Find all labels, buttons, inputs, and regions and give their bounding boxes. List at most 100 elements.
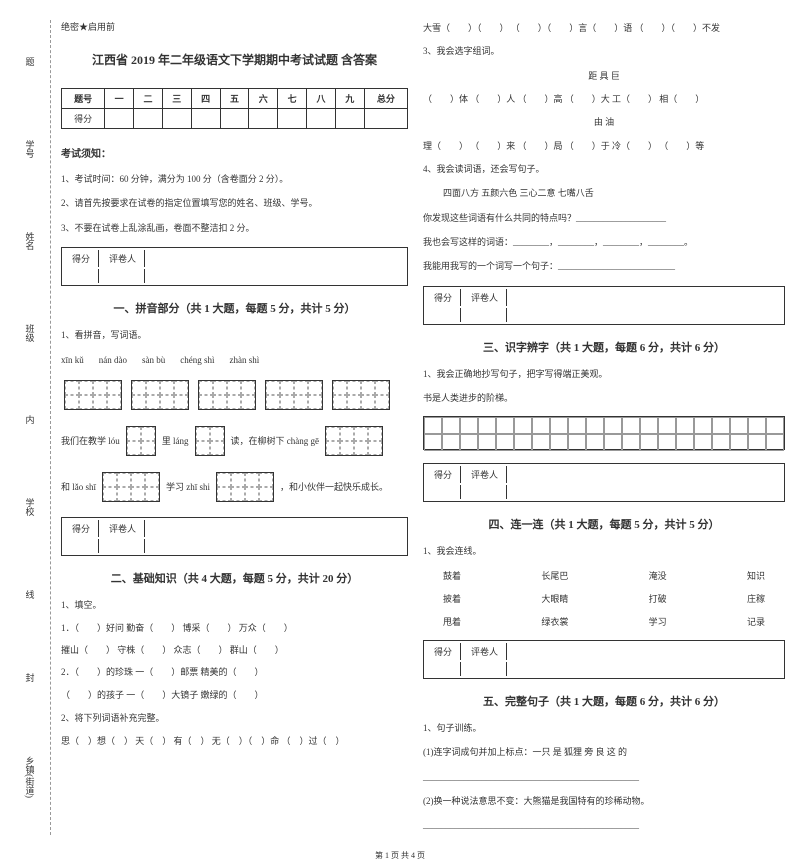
scorer-label: 评卷人	[101, 520, 145, 537]
connect-item: 长尾巴	[541, 569, 568, 582]
q-text: 1、填空。	[61, 598, 408, 612]
connect-item: 鼓着	[443, 569, 461, 582]
content-columns: 绝密★启用前 江西省 2019 年二年级语文下学期期中考试试题 含答案 题号 一…	[61, 20, 785, 835]
connect-row: 甩着 绿衣裳 学习 记录	[423, 615, 785, 628]
score-label: 得分	[64, 250, 99, 267]
sidebar-label: 学校	[24, 490, 37, 524]
fill-line: 大雪（ ）（ ） （ ）（ ）言（ ）语 （ ）（ ）不发	[423, 20, 785, 36]
th: 七	[278, 89, 307, 109]
th: 一	[105, 89, 134, 109]
pinyin: xīn kǔ	[61, 355, 84, 365]
sidebar-label: 姓名	[24, 224, 37, 258]
th: 四	[191, 89, 220, 109]
score-label: 得分	[426, 643, 461, 660]
fill-line: 摧山（ ） 守株（ ） 众志（ ） 群山（ ）	[61, 642, 408, 658]
copy-text: 书是人类进步的阶梯。	[423, 391, 785, 405]
th: 总分	[364, 89, 407, 109]
section-1-title: 一、拼音部分（共 1 大题，每题 5 分，共计 5 分）	[61, 300, 408, 316]
sub-line: (2)换一种说法意思不变：大熊猫是我国特有的珍稀动物。	[423, 794, 785, 808]
connect-item: 知识	[747, 569, 765, 582]
sub-line: ________________________________________…	[423, 770, 785, 784]
section-3-title: 三、识字辨字（共 1 大题，每题 6 分，共计 6 分）	[423, 339, 785, 355]
scorer-box: 得分 评卷人	[61, 247, 408, 286]
td	[105, 109, 134, 129]
text: 里 láng	[162, 434, 189, 447]
scorer-box: 得分 评卷人	[423, 286, 785, 325]
th: 八	[307, 89, 336, 109]
char-box	[126, 426, 156, 456]
th: 六	[249, 89, 278, 109]
sub-line: (1)连字词成句并加上标点：一只 是 狐狸 旁 良 这 的	[423, 745, 785, 759]
char-box	[195, 426, 225, 456]
sub-line: ________________________________________…	[423, 818, 785, 832]
sentence-row: 和 lǎo shī 学习 zhī shi ，和小伙伴一起快乐成长。	[61, 472, 408, 502]
pinyin: sàn bù	[142, 355, 165, 365]
connect-item: 绿衣裳	[541, 615, 568, 628]
fill-line: 我能用我写的一个词写一个句子：_________________________…	[423, 259, 785, 273]
th: 五	[220, 89, 249, 109]
score-table: 题号 一 二 三 四 五 六 七 八 九 总分 得分	[61, 88, 408, 129]
char-options: 由 油	[423, 115, 785, 129]
score-label: 得分	[426, 466, 461, 483]
char-box	[64, 380, 122, 410]
table-row: 题号 一 二 三 四 五 六 七 八 九 总分	[62, 89, 408, 109]
text: 和 lǎo shī	[61, 480, 96, 493]
secret-header: 绝密★启用前	[61, 20, 408, 33]
binding-sidebar: 题 学号 姓名 班级 内 学校 线 封 乡镇(街道)	[15, 20, 51, 835]
q-text: 4、我会读词语，还会写句子。	[423, 162, 785, 176]
sidebar-label: 线	[24, 582, 37, 607]
scorer-box: 得分 评卷人	[423, 463, 785, 502]
sidebar-label: 题	[24, 49, 37, 74]
th: 九	[335, 89, 364, 109]
fill-line: 我也会写这样的词语：________，________，________，___…	[423, 235, 785, 249]
connect-item: 打破	[649, 592, 667, 605]
connect-item: 大眼睛	[541, 592, 568, 605]
pinyin-row: xīn kǔ nán dào sàn bù chéng shì zhàn shì	[61, 355, 408, 365]
char-options: 距 具 巨	[423, 69, 785, 83]
word-list: 四面八方 五颜六色 三心二意 七嘴八舌	[423, 186, 785, 200]
th: 三	[162, 89, 191, 109]
writing-grid	[423, 416, 785, 450]
char-box	[198, 380, 256, 410]
q-text: 1、我会正确地抄写句子，把字写得端正美观。	[423, 367, 785, 381]
notice-line: 2、请首先按要求在试卷的指定位置填写您的姓名、班级、学号。	[61, 196, 408, 210]
fill-line: 理（ ） （ ）来 （ ）局 （ ）于 冷（ ） （ ）等	[423, 138, 785, 154]
connect-item: 记录	[747, 615, 765, 628]
sidebar-label: 学号	[24, 132, 37, 166]
fill-line: 2．（ ）的珍珠 一（ ）邮票 精美的（ ）	[61, 664, 408, 680]
table-row: 得分	[62, 109, 408, 129]
scorer-label: 评卷人	[463, 643, 507, 660]
text: 学习 zhī shi	[166, 480, 210, 493]
connect-item: 披着	[443, 592, 461, 605]
score-label: 得分	[64, 520, 99, 537]
fill-line: 你发现这些词语有什么共同的特点吗？____________________	[423, 211, 785, 225]
connect-row: 鼓着 长尾巴 淹没 知识	[423, 569, 785, 582]
q-text: 1、我会连线。	[423, 544, 785, 558]
fill-line: 1．（ ）好问 勤奋（ ） 博采（ ） 万众（ ）	[61, 620, 408, 636]
connect-item: 淹没	[649, 569, 667, 582]
scorer-box: 得分 评卷人	[61, 517, 408, 556]
char-box	[332, 380, 390, 410]
section-5-title: 五、完整句子（共 1 大题，每题 6 分，共计 6 分）	[423, 693, 785, 709]
scorer-label: 评卷人	[101, 250, 145, 267]
q-text: 1、看拼音，写词语。	[61, 328, 408, 342]
char-box	[102, 472, 160, 502]
connect-item: 学习	[649, 615, 667, 628]
sidebar-label: 内	[24, 407, 37, 432]
char-box	[265, 380, 323, 410]
sidebar-label: 乡镇(街道)	[24, 748, 37, 806]
text: 读，在柳树下 chàng gē	[231, 434, 319, 447]
notice-line: 1、考试时间：60 分钟，满分为 100 分（含卷面分 2 分）。	[61, 172, 408, 186]
left-column: 绝密★启用前 江西省 2019 年二年级语文下学期期中考试试题 含答案 题号 一…	[61, 20, 408, 835]
connect-item: 甩着	[443, 615, 461, 628]
char-box	[131, 380, 189, 410]
pinyin: nán dào	[99, 355, 127, 365]
notice-title: 考试须知：	[61, 145, 408, 160]
page-footer: 第 1 页 共 4 页	[0, 850, 800, 861]
q-text: 2、将下列词语补充完整。	[61, 711, 408, 725]
section-2-title: 二、基础知识（共 4 大题，每题 5 分，共计 20 分）	[61, 570, 408, 586]
section-4-title: 四、连一连（共 1 大题，每题 5 分，共计 5 分）	[423, 516, 785, 532]
connect-item: 庄稼	[747, 592, 765, 605]
text: 我们在教学 lóu	[61, 434, 120, 447]
scorer-label: 评卷人	[463, 466, 507, 483]
